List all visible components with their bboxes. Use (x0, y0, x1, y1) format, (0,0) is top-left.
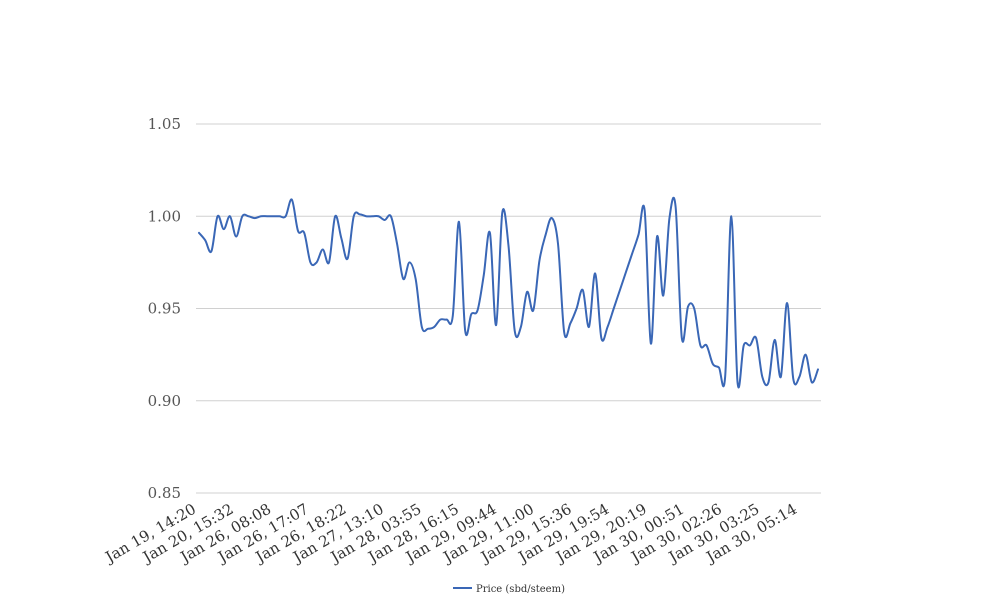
series-line-price (198, 196, 819, 389)
y-tick-label: 0.95 (148, 300, 181, 318)
y-tick-label: 1.05 (148, 115, 181, 133)
legend: Price (sbd/steem) (453, 584, 565, 595)
y-tick-label: 0.90 (148, 392, 181, 410)
legend-label: Price (sbd/steem) (476, 584, 565, 595)
y-tick-label: 1.00 (148, 207, 181, 225)
y-axis-tick-labels: 0.85 0.90 0.95 1.00 1.05 (148, 115, 181, 502)
y-tick-label: 0.85 (148, 484, 181, 502)
gridlines (196, 123, 821, 494)
